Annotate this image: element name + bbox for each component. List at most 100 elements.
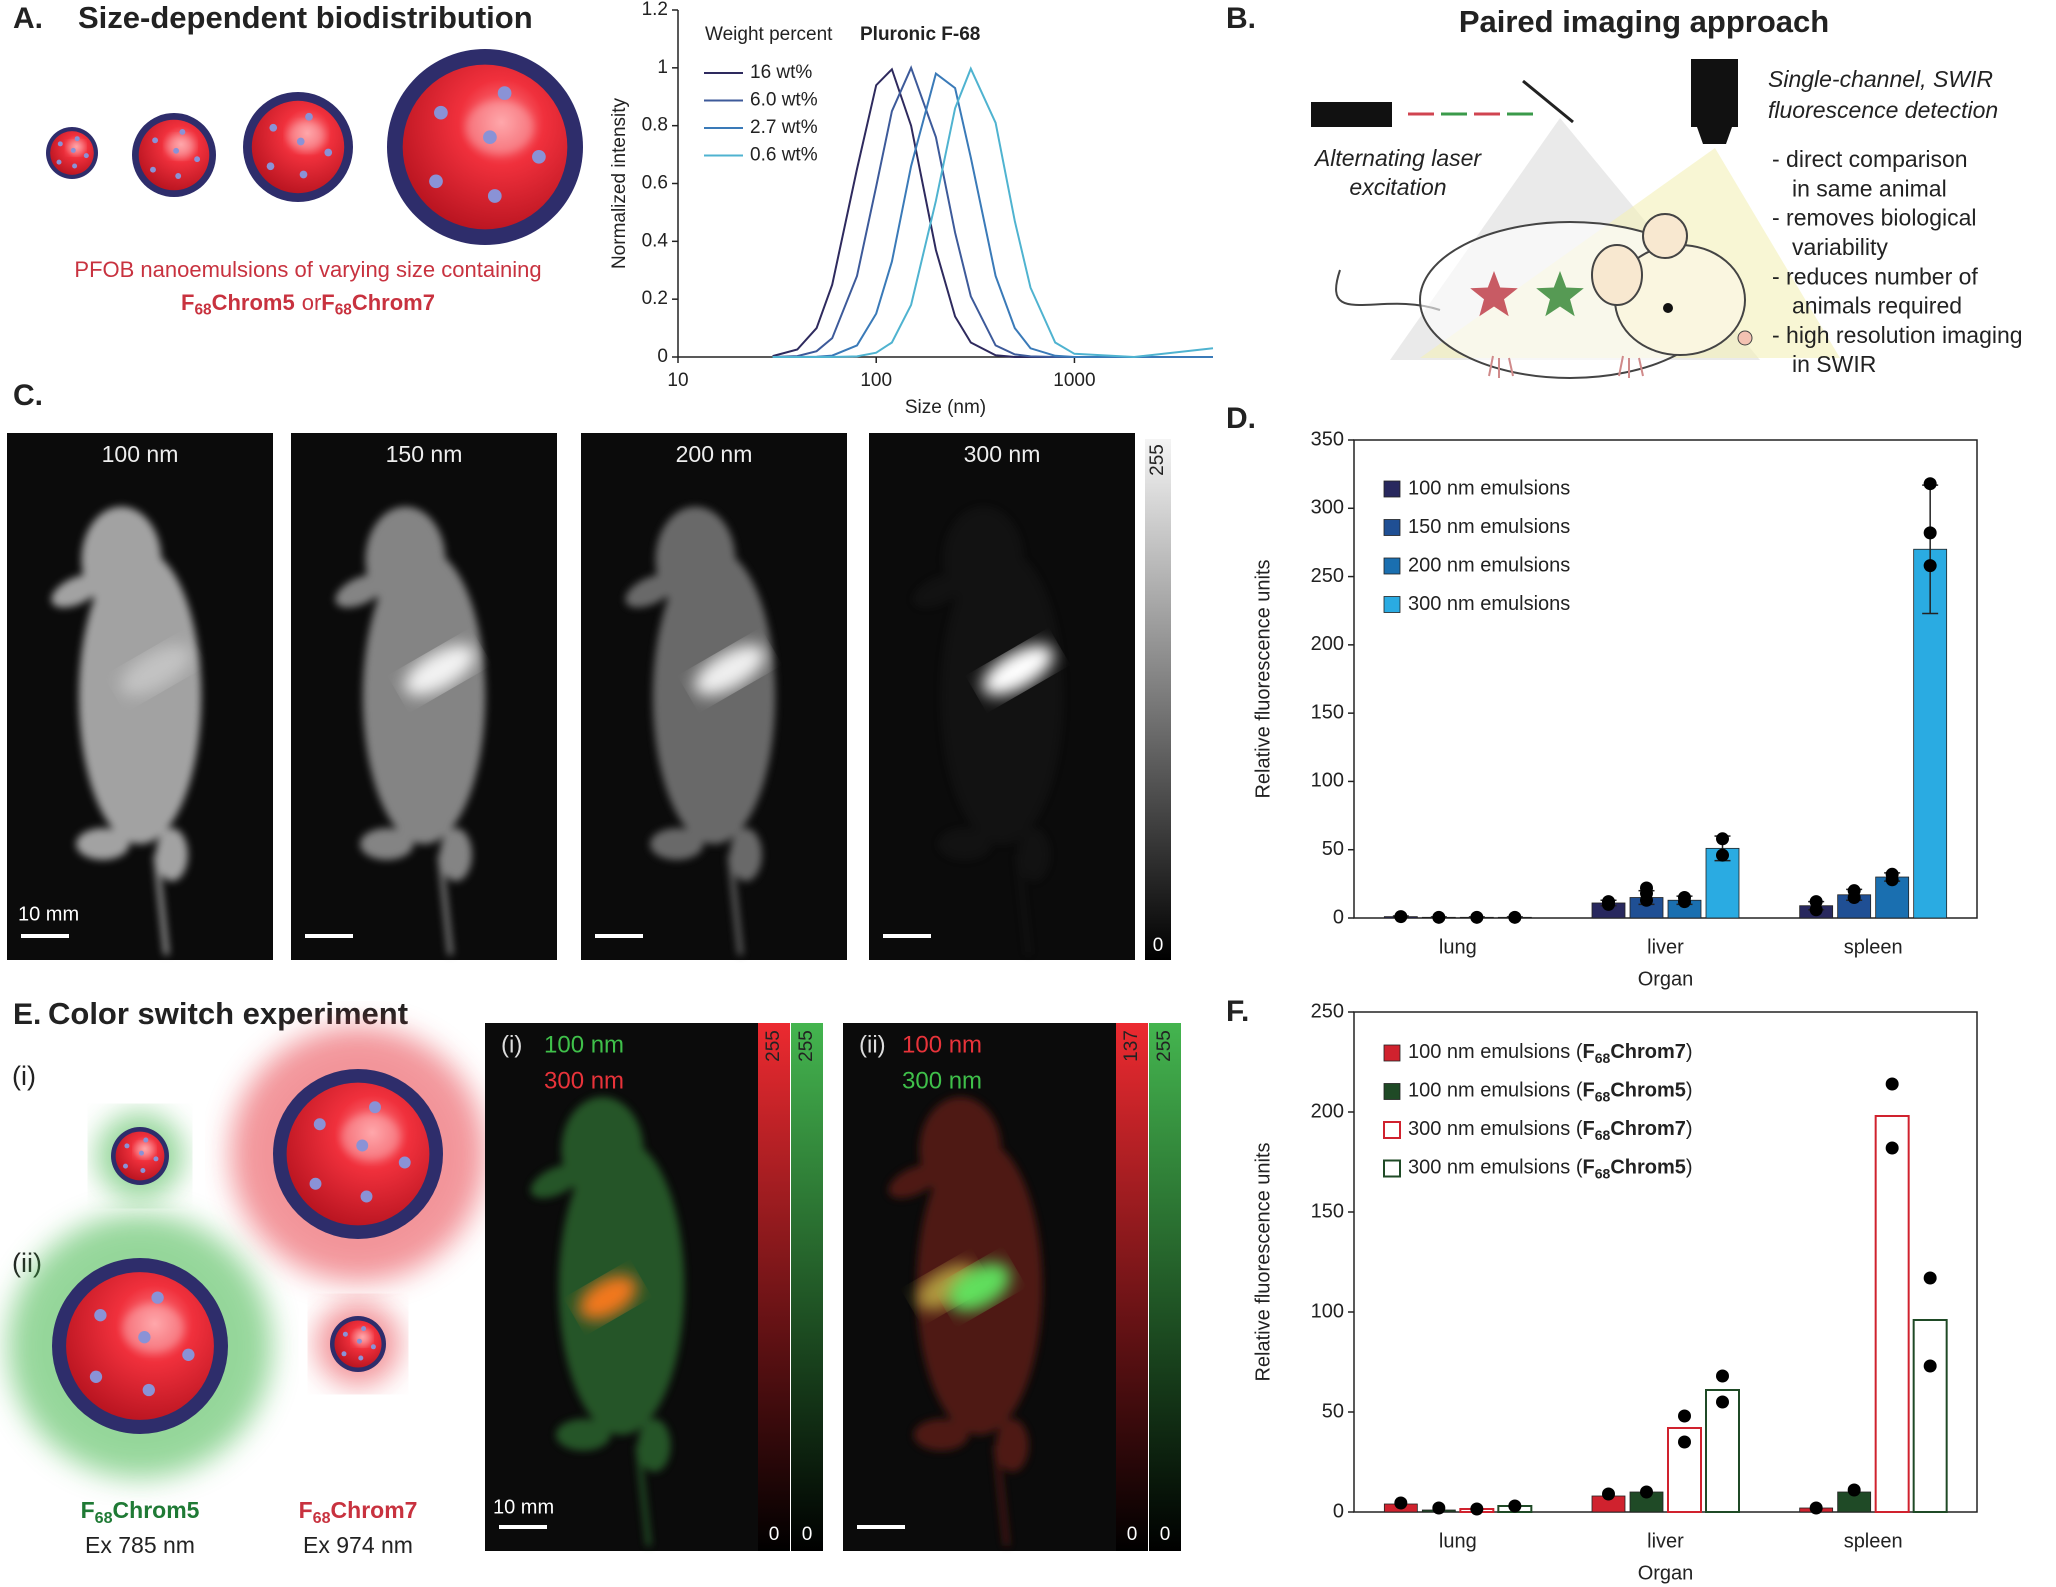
highlight <box>465 99 534 155</box>
caption-joiner: or <box>302 290 322 315</box>
bullet: in SWIR <box>1792 351 1876 377</box>
mouse-leg <box>155 828 188 881</box>
legend-text-part: 100 nm emulsions ( <box>1408 1080 1583 1102</box>
dye-dot <box>153 1156 159 1162</box>
dye-dot <box>356 1139 369 1152</box>
mouse-body <box>940 548 1064 845</box>
mouse-tail <box>1335 269 1441 311</box>
dye-dot <box>175 173 182 179</box>
dye-dot <box>369 1101 381 1114</box>
dye-dot <box>313 1118 326 1131</box>
data-point <box>1716 848 1729 862</box>
caption-compounds: F68Chrom5 orF68Chrom7 <box>181 290 435 319</box>
dye-dot <box>152 137 159 144</box>
dye-dot <box>72 163 78 169</box>
compound-name: Chrom7 <box>331 1497 418 1523</box>
mouse-paw <box>1488 355 1514 378</box>
data-point <box>1847 1483 1861 1497</box>
dye-dot <box>296 137 305 146</box>
dye-dot <box>194 156 201 163</box>
compound-subscript: 68 <box>194 302 212 319</box>
dye-dot <box>309 1177 322 1190</box>
dye-dot <box>398 1156 411 1169</box>
legend-text-part: Chrom5 <box>1610 1080 1686 1102</box>
image-label: 100 nm <box>902 1031 982 1058</box>
panel-title: Paired imaging approach <box>1459 4 1829 39</box>
scale-bar-label: 10 mm <box>493 1496 554 1518</box>
legend-swatch <box>1383 1083 1401 1100</box>
dye-dot <box>358 1355 364 1361</box>
colorbar-max: 137 <box>1121 1030 1142 1062</box>
data-point <box>1809 895 1823 909</box>
x-tick-label: lung <box>1439 1530 1477 1552</box>
image-label: (ii) <box>859 1031 886 1058</box>
y-tick-label: 1.2 <box>642 0 668 20</box>
scale-bar-label: 10 mm <box>18 903 79 925</box>
colorbar <box>758 1023 790 1551</box>
compound-subscript: 68 <box>313 1509 331 1527</box>
y-tick-label: 0 <box>657 346 668 367</box>
colorbar-min: 0 <box>769 1524 780 1545</box>
dye-dot <box>74 136 80 142</box>
legend-text-part: ) <box>1686 1080 1693 1102</box>
mouse-silhouette <box>51 506 202 955</box>
data-point <box>1847 884 1861 898</box>
mouse-leg <box>938 828 992 860</box>
legend-text-part: F <box>1583 1118 1595 1140</box>
legend-title: Weight percent <box>705 24 833 45</box>
dye-dot <box>140 1168 146 1173</box>
data-point <box>1923 477 1937 491</box>
data-point <box>1678 891 1691 905</box>
legend-label: 2.7 wt% <box>750 117 818 138</box>
line-series <box>772 65 1213 358</box>
mouse-leg <box>360 828 414 860</box>
mouse-arm <box>335 574 385 608</box>
image-label: 100 nm <box>102 441 179 467</box>
x-tick-label: 10 <box>667 370 688 391</box>
panel-label: A. <box>13 2 43 35</box>
legend-text-part: ) <box>1686 1157 1693 1179</box>
data-point <box>1716 832 1729 846</box>
colorbar-max: 255 <box>1147 444 1168 476</box>
plot-frame <box>1353 1011 1978 1513</box>
mirror <box>1522 79 1574 124</box>
data-point <box>1432 1501 1446 1515</box>
dye-dot <box>324 148 333 157</box>
panel-label: F. <box>1226 995 1249 1028</box>
dye-dot <box>266 162 275 171</box>
laser-caption: Alternating laser <box>1313 145 1483 171</box>
highlight <box>122 1303 184 1354</box>
legend-swatch <box>1383 1159 1401 1178</box>
mouse-ear <box>1591 244 1643 306</box>
organ-signal <box>120 644 192 696</box>
dye-dot <box>143 1137 149 1143</box>
data-point <box>1394 910 1408 924</box>
mouse-tail <box>993 1445 1010 1546</box>
legend-swatch <box>1383 1044 1401 1062</box>
legend-label: 300 nm emulsions (F68Chrom7) <box>1408 1118 1693 1142</box>
legend-text-part: ) <box>1686 1041 1693 1063</box>
data-point <box>1602 1487 1615 1501</box>
mouse-silhouette <box>625 506 776 955</box>
detector-caption: fluorescence detection <box>1768 97 1998 123</box>
dye-dot <box>360 1190 373 1203</box>
mouse-leg <box>1017 828 1050 881</box>
dye-dot <box>83 153 89 159</box>
panel-label: B. <box>1226 2 1256 35</box>
dye-dot <box>269 123 278 132</box>
dye-dot <box>57 141 63 147</box>
legend-swatch <box>1383 557 1401 575</box>
panel-label: E. <box>13 998 41 1031</box>
colorbar-min: 0 <box>1127 1524 1138 1545</box>
bullet: - removes biological <box>1772 205 1977 231</box>
organ-signal <box>404 644 476 696</box>
image-label: 100 nm <box>544 1031 624 1058</box>
compound-prefix: F <box>81 1497 95 1523</box>
dye-dot <box>299 170 308 179</box>
panel-label: D. <box>1226 402 1256 435</box>
x-tick-label: liver <box>1647 1530 1684 1552</box>
dye-dot <box>356 1338 362 1344</box>
legend-swatch <box>1383 596 1401 613</box>
